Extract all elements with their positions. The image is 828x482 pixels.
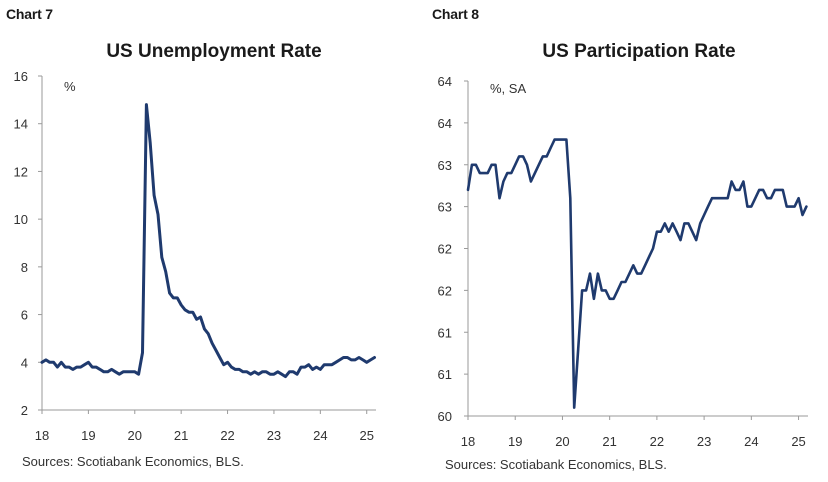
y-unit-label: %, SA (490, 81, 527, 96)
y-tick-label: 61 (438, 367, 452, 382)
y-tick-label: 4 (21, 355, 28, 370)
x-tick-label: 24 (744, 434, 758, 449)
participation-chart-svg: 60 61 61 62 62 63 63 64 64 18 19 20 21 22 23 24 25 (438, 74, 808, 449)
y-tick-label: 62 (438, 283, 452, 298)
chart-label: Chart 7 (6, 6, 53, 22)
y-tick-label: 63 (438, 200, 452, 215)
y-tick-label: 14 (14, 117, 28, 132)
x-tick-label: 19 (508, 434, 522, 449)
y-tick-label: 6 (21, 308, 28, 323)
chart-title: US Unemployment Rate (106, 41, 322, 62)
y-tick-label: 8 (21, 260, 28, 275)
y-tick-label: 10 (14, 212, 28, 227)
x-tick-label: 24 (313, 428, 327, 443)
chart-8-panel: Chart 8 US Participation Rate %, SA 60 61… (414, 0, 828, 482)
chart-label: Chart 8 (432, 6, 479, 22)
y-tick-label: 62 (438, 242, 452, 257)
chart-title: US Participation Rate (542, 41, 736, 62)
y-tick-label: 16 (14, 69, 28, 84)
y-unit-label: % (64, 79, 76, 94)
y-tick-label: 63 (438, 158, 452, 173)
y-tick-label: 12 (14, 164, 28, 179)
x-tick-label: 23 (267, 428, 281, 443)
y-tick-label: 2 (21, 403, 28, 418)
series-line (466, 138, 808, 409)
y-tick-label: 64 (438, 116, 452, 131)
x-tick-label: 21 (602, 434, 616, 449)
x-tick-label: 20 (555, 434, 569, 449)
x-tick-label: 21 (174, 428, 188, 443)
x-tick-label: 25 (359, 428, 373, 443)
source-note: Sources: Scotiabank Economics, BLS. (445, 457, 667, 472)
y-tick-label: 60 (438, 409, 452, 424)
x-tick-label: 23 (697, 434, 711, 449)
x-tick-label: 25 (791, 434, 805, 449)
x-tick-label: 18 (461, 434, 475, 449)
x-tick-label: 19 (81, 428, 95, 443)
x-tick-label: 18 (35, 428, 49, 443)
x-tick-label: 22 (650, 434, 664, 449)
x-tick-label: 22 (220, 428, 234, 443)
y-tick-label: 64 (438, 74, 452, 89)
chart-7-panel: Chart 7 US Unemployment Rate % 2 4 6 8 10 12 1… (6, 6, 376, 469)
x-tick-label: 20 (128, 428, 142, 443)
series-line (40, 103, 376, 379)
y-tick-label: 61 (438, 325, 452, 340)
source-note: Sources: Scotiabank Economics, BLS. (22, 454, 244, 469)
